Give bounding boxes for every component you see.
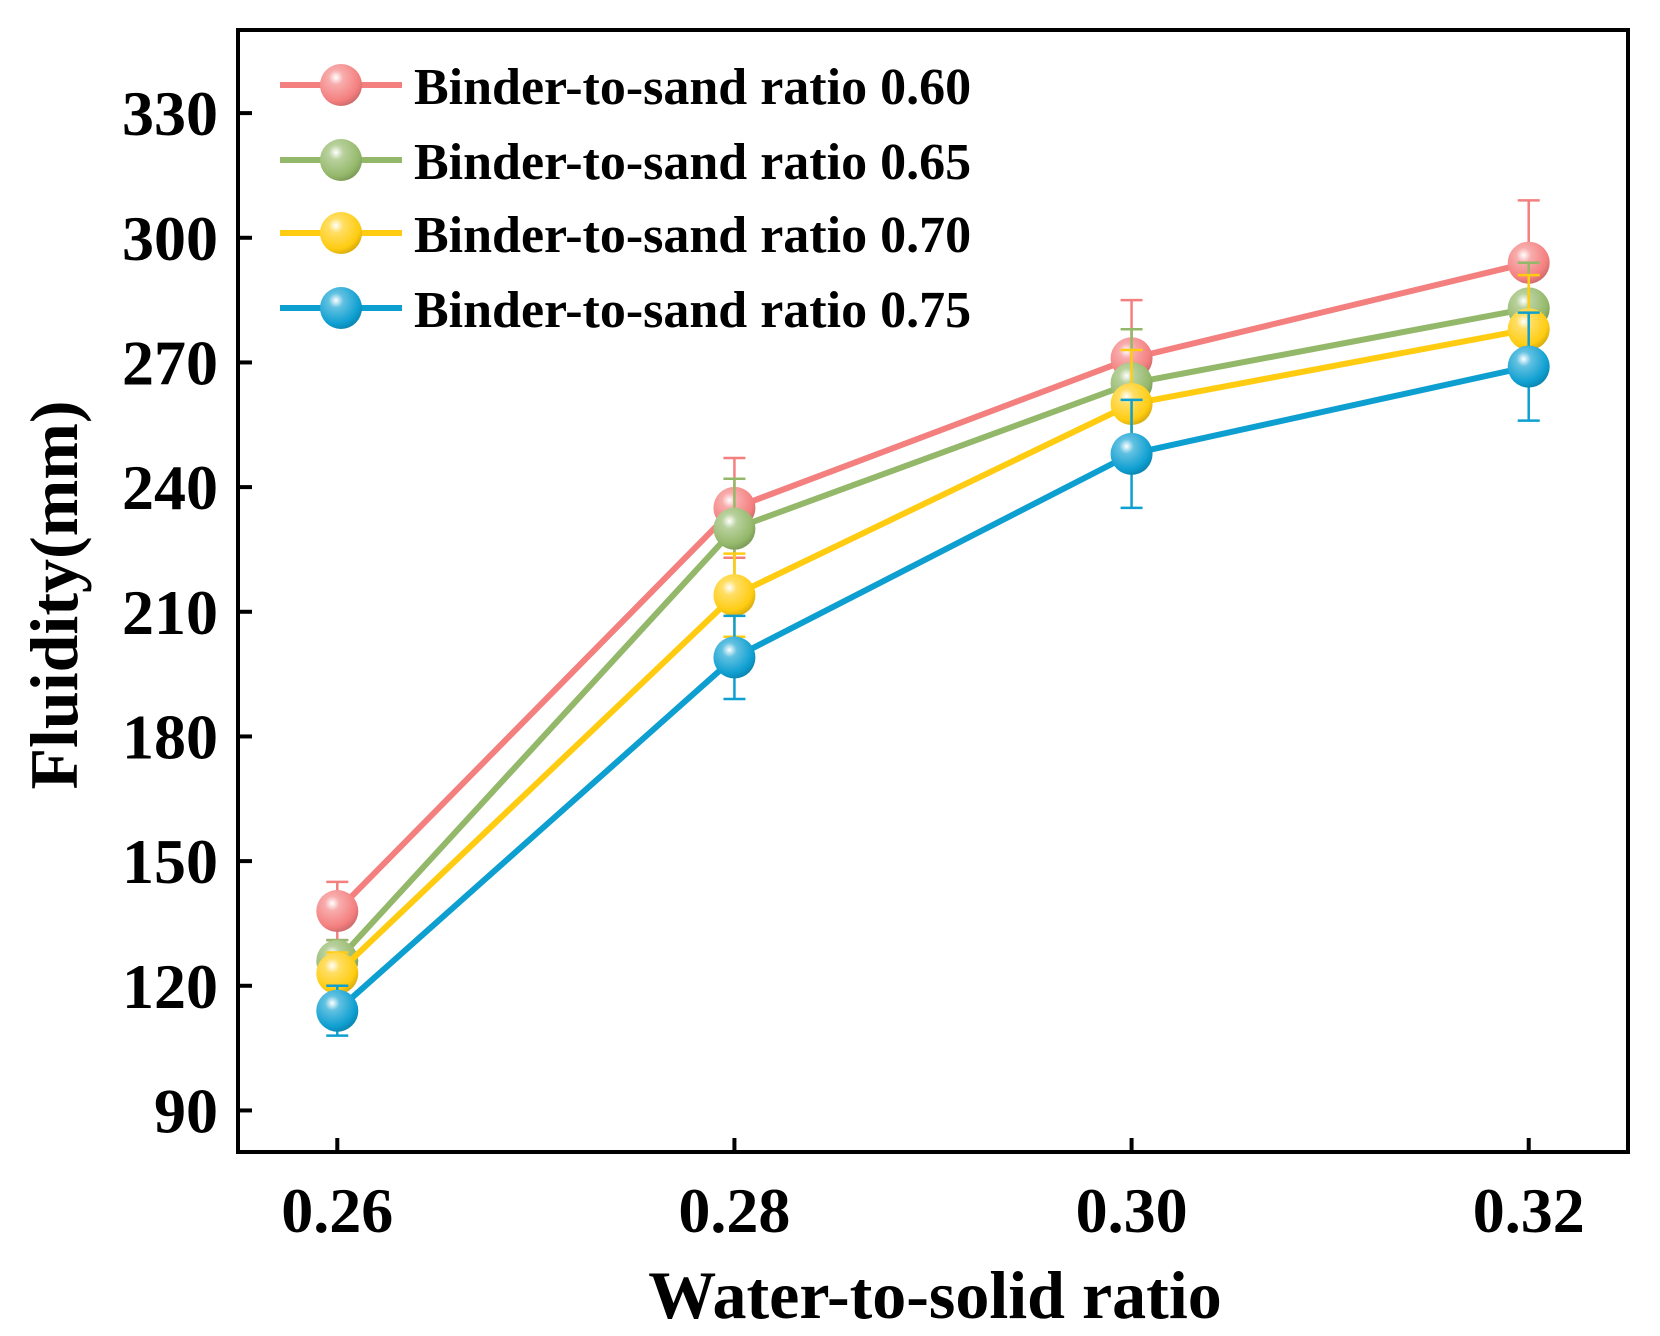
- y-tick-label: 150: [122, 826, 218, 897]
- y-tick-label: 120: [122, 951, 218, 1022]
- legend-label: Binder-to-sand ratio 0.60: [414, 59, 971, 116]
- legend-marker: [320, 212, 362, 254]
- y-tick-label: 240: [122, 452, 218, 523]
- series-3: [316, 273, 1550, 996]
- legend-label: Binder-to-sand ratio 0.75: [414, 282, 971, 339]
- series-line: [335, 305, 1530, 963]
- y-tick-label: 180: [122, 701, 218, 772]
- y-axis-label: Fluidity(mm): [16, 400, 92, 789]
- y-tick-label: 90: [154, 1075, 218, 1146]
- data-point: [1507, 345, 1550, 388]
- x-tick-label: 0.26: [281, 1175, 393, 1246]
- x-tick-label: 0.32: [1473, 1175, 1585, 1246]
- y-tick-label: 210: [122, 577, 218, 648]
- legend: Binder-to-sand ratio 0.60 Binder-to-sand …: [280, 59, 971, 339]
- data-point: [1110, 432, 1153, 475]
- legend-marker: [320, 64, 362, 106]
- data-point: [713, 636, 756, 679]
- data-point: [316, 952, 359, 995]
- data-point: [713, 574, 756, 617]
- x-tick-label: 0.30: [1076, 1175, 1188, 1246]
- legend-label: Binder-to-sand ratio 0.65: [414, 134, 971, 191]
- legend-marker: [320, 287, 362, 329]
- legend-item-1: Binder-to-sand ratio 0.60: [280, 59, 971, 116]
- legend-item-4: Binder-to-sand ratio 0.75: [280, 282, 971, 339]
- x-tick-label: 0.28: [678, 1175, 790, 1246]
- data-point: [316, 889, 359, 932]
- axes: 90 120 150 180 210 240 270 300 330 0.26 0.28 0.30 0.…: [122, 28, 1630, 1246]
- series-2: [316, 261, 1550, 983]
- legend-item-2: Binder-to-sand ratio 0.65: [280, 134, 971, 191]
- data-point: [713, 507, 756, 550]
- y-tick-label: 300: [122, 203, 218, 274]
- legend-item-3: Binder-to-sand ratio 0.70: [280, 207, 971, 264]
- series-line: [335, 259, 1530, 914]
- series-4: [316, 311, 1550, 1037]
- series-layer: [316, 199, 1550, 1037]
- plot-frame: [236, 28, 1630, 1154]
- y-tick-label: 270: [122, 327, 218, 398]
- series-line: [335, 363, 1530, 1013]
- y-tick-label: 330: [122, 78, 218, 149]
- data-point: [316, 989, 359, 1032]
- series-line: [335, 326, 1530, 976]
- legend-label: Binder-to-sand ratio 0.70: [414, 207, 971, 264]
- x-axis-label: Water-to-solid ratio: [648, 1257, 1221, 1333]
- legend-marker: [320, 139, 362, 181]
